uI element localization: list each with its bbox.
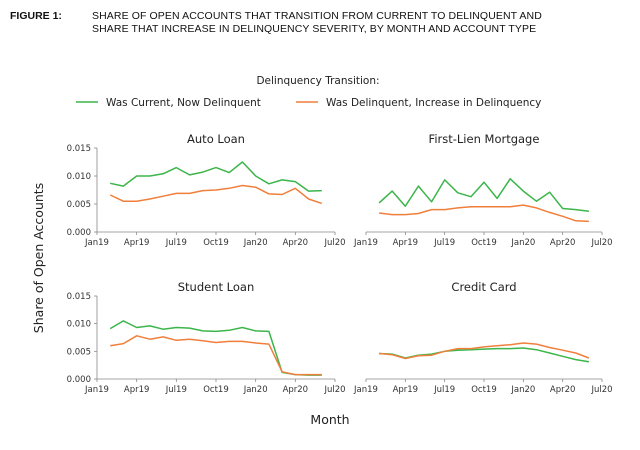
x-tick-label: Apr20 <box>550 238 576 248</box>
series-line-current-to-delinquent <box>378 178 589 213</box>
y-tick-label: 0.015 <box>67 292 91 302</box>
series-line-increase-in-delinquency <box>379 342 590 360</box>
x-tick-label: Jan20 <box>243 385 268 395</box>
series-line-current-to-delinquent <box>109 320 322 376</box>
x-tick-label: Jan19 <box>84 385 109 395</box>
x-tick-label: Apr19 <box>124 385 150 395</box>
panel-student-loan: Student Loan Jan19 Apr19 Jul19 Oct19 Jan20 Apr… <box>67 280 346 395</box>
x-tick-label: Jan20 <box>510 238 535 248</box>
x-tick-label: Jul20 <box>590 238 612 248</box>
y-tick-label: 0.010 <box>67 320 91 330</box>
x-tick-label: Apr20 <box>283 385 309 395</box>
x-tick-label: Jul19 <box>433 385 455 395</box>
legend-label-increase: Was Delinquent, Increase in Delinquency <box>326 97 541 109</box>
x-tick-label: Oct19 <box>471 238 497 248</box>
x-tick-label: Jan20 <box>510 385 535 395</box>
panel-auto-loan: Auto Loan Jan19 Apr19 Jul19 Oct19 Jan20 Apr20 J… <box>67 132 346 248</box>
panel-credit-card: Credit Card Jan19 Apr19 Jul19 Oct19 Jan20 Apr2… <box>353 280 613 395</box>
legend-label-current: Was Current, Now Delinquent <box>106 97 261 109</box>
panel-title: First-Lien Mortgage <box>429 132 540 146</box>
series-line-increase-in-delinquency <box>379 204 589 223</box>
figure-title-line-2: SHARE THAT INCREASE IN DELINQUENCY SEVER… <box>92 23 537 35</box>
legend-title: Delinquency Transition: <box>256 75 379 87</box>
y-tick-label: 0.005 <box>67 200 91 210</box>
x-tick-label: Jul20 <box>323 238 345 248</box>
x-tick-label: Jul19 <box>165 385 187 395</box>
y-tick-label: 0.000 <box>67 228 91 238</box>
x-tick-label: Oct19 <box>471 385 497 395</box>
x-tick-label: Apr20 <box>550 385 576 395</box>
y-tick-label: 0.005 <box>67 347 91 357</box>
series-line-current-to-delinquent <box>110 161 322 192</box>
x-tick-label: Jan19 <box>84 238 109 248</box>
series-line-increase-in-delinquency <box>110 335 322 376</box>
x-tick-label: Oct19 <box>203 238 229 248</box>
y-tick-label: 0.015 <box>67 144 91 154</box>
panel-first-lien-mortgage: First-Lien Mortgage Jan19 Apr19 Jul19 Oct19 J… <box>353 132 613 248</box>
panel-title: Credit Card <box>451 280 516 294</box>
y-tick-label: 0.010 <box>67 172 91 182</box>
panel-title: Student Loan <box>178 280 255 294</box>
figure-title: SHARE OF OPEN ACCOUNTS THAT TRANSITION F… <box>92 10 632 36</box>
y-axis-label: Share of Open Accounts <box>31 183 46 333</box>
figure-title-line-1: SHARE OF OPEN ACCOUNTS THAT TRANSITION F… <box>92 10 542 22</box>
x-tick-label: Oct19 <box>203 385 229 395</box>
x-axis-label: Month <box>310 412 349 427</box>
x-tick-label: Apr20 <box>283 238 309 248</box>
x-tick-label: Jan19 <box>353 385 378 395</box>
panel-title: Auto Loan <box>187 132 245 146</box>
x-tick-label: Jan20 <box>243 238 268 248</box>
x-tick-label: Apr19 <box>393 238 419 248</box>
figure-label: FIGURE 1: <box>10 10 62 22</box>
x-tick-label: Jul20 <box>590 385 612 395</box>
series-line-current-to-delinquent <box>379 347 590 363</box>
x-tick-label: Jul19 <box>433 238 455 248</box>
y-tick-label: 0.000 <box>67 375 91 385</box>
x-tick-label: Apr19 <box>124 238 150 248</box>
x-tick-label: Jul20 <box>323 385 345 395</box>
x-tick-label: Apr19 <box>393 385 419 395</box>
x-tick-label: Jul19 <box>165 238 187 248</box>
x-tick-label: Jan19 <box>353 238 378 248</box>
series-line-increase-in-delinquency <box>109 184 323 205</box>
